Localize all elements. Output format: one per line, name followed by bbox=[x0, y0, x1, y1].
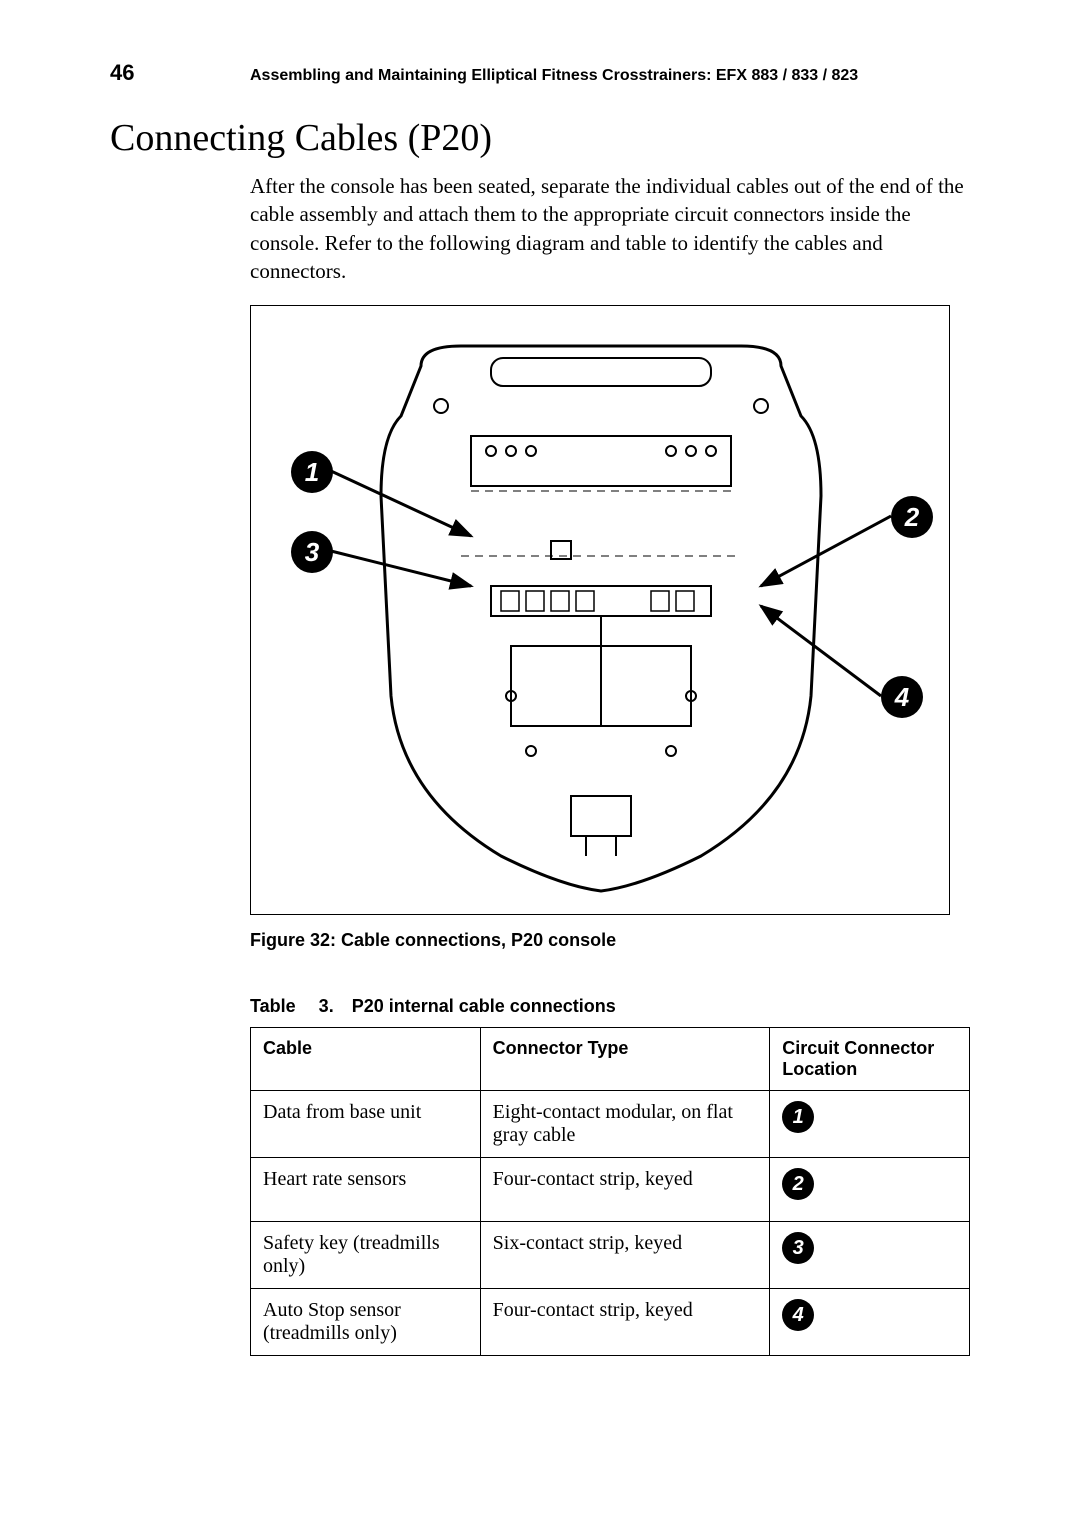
location-badge: 1 bbox=[782, 1101, 814, 1133]
cell-cable: Heart rate sensors bbox=[251, 1158, 481, 1222]
table-header-row: Cable Connector Type Circuit Connector L… bbox=[251, 1028, 970, 1091]
table-row: Data from base unitEight-contact modular… bbox=[251, 1091, 970, 1158]
cell-location: 2 bbox=[770, 1158, 970, 1222]
section-title: Connecting Cables (P20) bbox=[110, 116, 970, 160]
page-header: 46 Assembling and Maintaining Elliptical… bbox=[110, 60, 970, 86]
cell-connector-type: Four-contact strip, keyed bbox=[480, 1158, 770, 1222]
section-body: After the console has been seated, separ… bbox=[250, 172, 970, 285]
location-badge: 3 bbox=[782, 1232, 814, 1264]
cell-location: 1 bbox=[770, 1091, 970, 1158]
table-row: Heart rate sensorsFour-contact strip, ke… bbox=[251, 1158, 970, 1222]
figure-arrows-svg bbox=[251, 306, 951, 916]
page-number: 46 bbox=[110, 60, 250, 86]
cell-cable: Safety key (treadmills only) bbox=[251, 1222, 481, 1289]
cell-connector-type: Four-contact strip, keyed bbox=[480, 1289, 770, 1356]
figure-cable-connections: 1234 bbox=[250, 305, 950, 915]
cell-connector-type: Six-contact strip, keyed bbox=[480, 1222, 770, 1289]
table-row: Auto Stop sensor (treadmills only)Four-c… bbox=[251, 1289, 970, 1356]
cell-connector-type: Eight-contact modular, on flat gray cabl… bbox=[480, 1091, 770, 1158]
figure-caption: Figure 32: Cable connections, P20 consol… bbox=[250, 930, 970, 951]
cell-location: 4 bbox=[770, 1289, 970, 1356]
location-badge: 4 bbox=[782, 1299, 814, 1331]
table-title: Table 3. P20 internal cable connections bbox=[250, 996, 970, 1017]
cell-cable: Auto Stop sensor (treadmills only) bbox=[251, 1289, 481, 1356]
col-header-cable: Cable bbox=[251, 1028, 481, 1091]
location-badge: 2 bbox=[782, 1168, 814, 1200]
col-header-location: Circuit Connector Location bbox=[770, 1028, 970, 1091]
cable-connections-table: Cable Connector Type Circuit Connector L… bbox=[250, 1027, 970, 1356]
cell-cable: Data from base unit bbox=[251, 1091, 481, 1158]
table-row: Safety key (treadmills only)Six-contact … bbox=[251, 1222, 970, 1289]
cell-location: 3 bbox=[770, 1222, 970, 1289]
running-header: Assembling and Maintaining Elliptical Fi… bbox=[250, 67, 858, 85]
col-header-connector: Connector Type bbox=[480, 1028, 770, 1091]
